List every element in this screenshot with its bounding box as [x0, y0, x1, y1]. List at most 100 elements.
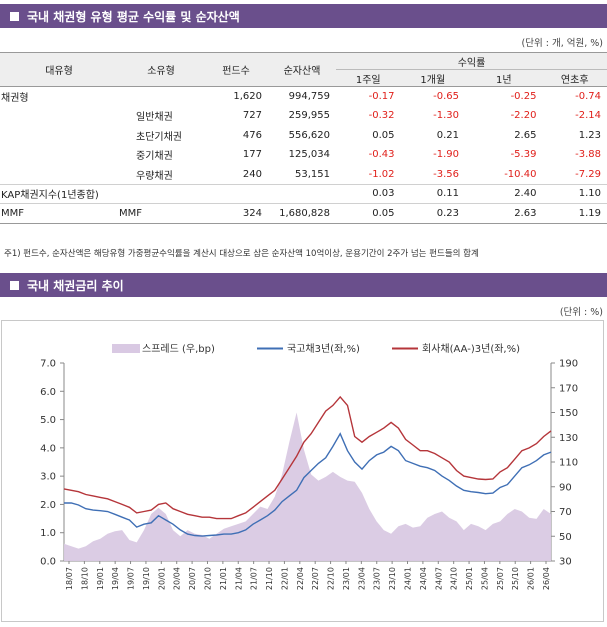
- cell-minor: 일반채권: [136, 112, 173, 124]
- table-row: 우량채권 240 53,151 -1.02 -3.56 -10.40 -7.29: [0, 165, 607, 185]
- cell-major: [0, 165, 118, 185]
- cell-ytd: 1.10: [542, 183, 607, 204]
- unit-label: (단위 : %): [559, 307, 603, 318]
- legend-label: 스프레드 (우,bp): [142, 343, 215, 355]
- cell-aum: [268, 183, 336, 204]
- legend-swatch-spread: [112, 344, 140, 353]
- x-tick-label: 25/01: [465, 567, 474, 590]
- cell-aum: 125,034: [288, 149, 330, 161]
- x-tick-label: 21/04: [234, 567, 243, 590]
- unit-label: (단위 : 개, 억원, %): [521, 38, 603, 49]
- cell-ytd: -2.14: [575, 110, 601, 122]
- x-tick-label: 26/01: [527, 567, 536, 590]
- cell-aum: 994,759: [268, 86, 336, 106]
- legend-label: 국고채3년(좌,%): [287, 343, 360, 355]
- x-tick-label: 25/10: [511, 567, 520, 590]
- y-right-tick-label: 130: [559, 433, 578, 444]
- cell-major: [0, 126, 118, 146]
- cell-ytd: -7.29: [575, 168, 601, 180]
- x-tick-label: 19/01: [96, 567, 105, 590]
- cell-1year: -2.20: [510, 110, 537, 122]
- x-tick-label: 22/01: [280, 567, 289, 590]
- cell-1week: -0.32: [368, 110, 395, 122]
- cell-1year: 2.40: [465, 183, 543, 204]
- y-left-tick-label: 0.0: [40, 557, 56, 568]
- cell-ytd: 1.23: [578, 129, 601, 141]
- x-tick-label: 18/10: [80, 567, 89, 590]
- x-tick-label: 20/07: [188, 567, 197, 590]
- cell-major: [0, 106, 118, 126]
- cell-aum: 53,151: [295, 168, 330, 180]
- cell-major: MMF: [0, 203, 118, 224]
- cell-1year: -5.39: [510, 149, 537, 161]
- y-right-tick-label: 150: [559, 408, 578, 419]
- table-row: 채권형 1,620 994,759 -0.17 -0.65 -0.25 -0.74: [0, 86, 607, 106]
- x-tick-label: 20/10: [203, 567, 212, 590]
- y-left-tick-label: 6.0: [40, 387, 56, 398]
- cell-1week: 0.05: [336, 203, 401, 224]
- cell-aum: 556,620: [288, 129, 330, 141]
- cell-ytd: 1.19: [542, 203, 607, 224]
- cell-count: 240: [242, 168, 262, 180]
- x-tick-label: 21/07: [250, 567, 259, 590]
- cell-count: [204, 183, 268, 204]
- cell-1week: 0.05: [372, 129, 395, 141]
- cell-major: KAP채권지수(1년종합): [0, 183, 118, 204]
- cell-ytd: -3.88: [575, 149, 601, 161]
- table-row: KAP채권지수(1년종합) 0.03 0.11 2.40 1.10: [0, 183, 607, 204]
- cell-1month: 0.21: [436, 129, 460, 141]
- y-left-tick-label: 1.0: [40, 528, 56, 539]
- fund-returns-table: 대유형 소유형 펀드수 순자산액 수익률 1주일 1개월 1년 연초후 채권형 1…: [0, 52, 607, 224]
- y-right-tick-label: 190: [559, 359, 578, 370]
- cell-1year: -10.40: [504, 168, 537, 180]
- cell-major: [0, 145, 118, 165]
- x-tick-label: 19/10: [142, 567, 151, 590]
- x-tick-label: 23/01: [342, 567, 351, 590]
- x-tick-label: 22/07: [311, 567, 320, 590]
- y-right-tick-label: 170: [559, 383, 578, 394]
- cell-minor: [118, 183, 204, 204]
- x-tick-label: 23/04: [357, 567, 366, 590]
- x-tick-label: 24/01: [404, 567, 413, 590]
- cell-minor: 초단기채권: [136, 131, 182, 143]
- cell-count: 727: [242, 110, 262, 122]
- table-row: 중기채권 177 125,034 -0.43 -1.90 -5.39 -3.88: [0, 145, 607, 165]
- cell-1month: 0.11: [400, 183, 466, 204]
- x-tick-label: 23/10: [388, 567, 397, 590]
- header-minor: 소유형: [118, 52, 204, 87]
- y-right-tick-label: 90: [559, 482, 572, 493]
- header-count: 펀드수: [204, 52, 268, 87]
- cell-1year: 2.63: [465, 203, 543, 224]
- y-right-tick-label: 110: [559, 458, 578, 469]
- cell-1month: -0.65: [400, 86, 466, 106]
- cell-minor: 우량채권: [136, 170, 173, 182]
- y-left-tick-label: 2.0: [40, 500, 56, 511]
- section-title: 국내 채권형 유형 평균 수익률 및 순자산액: [27, 9, 240, 24]
- cell-major: 채권형: [0, 86, 118, 106]
- y-right-tick-label: 30: [559, 557, 572, 568]
- x-tick-label: 19/04: [111, 567, 120, 590]
- cell-count: 177: [242, 149, 262, 161]
- table-row: 초단기채권 476 556,620 0.05 0.21 2.65 1.23: [0, 126, 607, 146]
- header-aum: 순자산액: [268, 52, 336, 87]
- x-tick-label: 20/04: [173, 567, 182, 590]
- header-1year: 1년: [465, 69, 543, 87]
- series-line-gov-3y: [64, 432, 552, 537]
- legend-label: 회사채(AA-)3년(좌,%): [422, 343, 520, 355]
- x-tick-label: 23/07: [373, 567, 382, 590]
- series-line-corp-3y: [63, 395, 552, 520]
- cell-count: 1,620: [204, 86, 268, 106]
- header-major: 대유형: [0, 52, 118, 87]
- y-right-tick-label: 50: [559, 532, 572, 543]
- x-tick-label: 19/07: [127, 567, 136, 590]
- header-ytd: 연초후: [542, 69, 607, 87]
- x-tick-label: 18/07: [65, 567, 74, 590]
- rates-chart: 0.0 1.0 2.0 3.0 4.0 5.0 6.0 7.0 30 50 70 90 110 130 15…: [1, 320, 604, 622]
- cell-1month: -1.30: [433, 110, 460, 122]
- cell-1week: -0.43: [368, 149, 395, 161]
- cell-aum: 1,680,828: [268, 203, 336, 224]
- cell-minor: 중기채권: [136, 151, 173, 163]
- table-row: MMF MMF 324 1,680,828 0.05 0.23 2.63 1.19: [0, 203, 607, 224]
- y-left-tick-label: 3.0: [40, 472, 56, 483]
- cell-1year: 2.65: [514, 129, 537, 141]
